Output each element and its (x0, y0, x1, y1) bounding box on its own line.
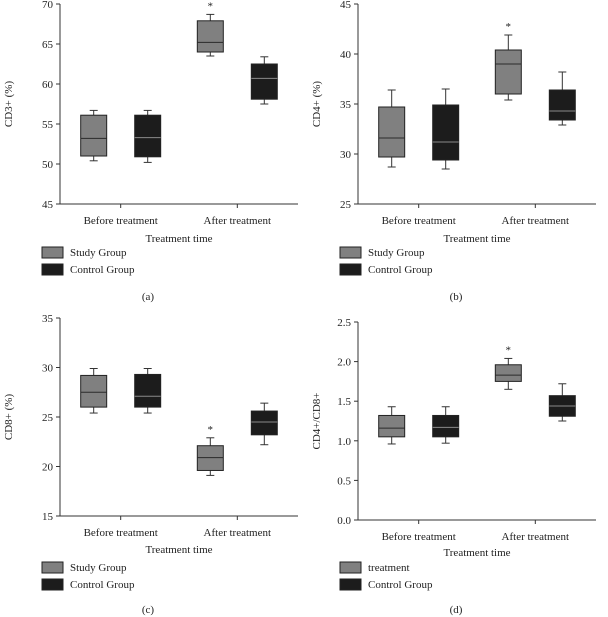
legend-swatch (41, 578, 64, 591)
legend-swatch (339, 561, 362, 574)
significance-star: * (506, 344, 512, 356)
box-control (548, 89, 576, 121)
y-tick-label: 25 (42, 412, 54, 424)
x-tick-label: After treatment (502, 531, 570, 543)
box-study (378, 106, 406, 158)
legend-label: Control Group (368, 264, 433, 276)
y-tick-label: 70 (42, 0, 54, 11)
box-study (494, 364, 522, 382)
significance-star: * (208, 0, 214, 12)
y-tick-label: 55 (42, 119, 54, 131)
legend-swatch (41, 561, 64, 574)
y-tick-label: 60 (42, 79, 54, 91)
legend-label: Control Group (70, 264, 135, 276)
x-tick-label: After treatment (204, 215, 272, 227)
y-tick-label: 40 (340, 49, 352, 61)
box-control (134, 114, 162, 158)
chart-panel-c: 15 20 25 30 35 Before treatment After treatmen… (3, 313, 298, 616)
panel-label: (b) (450, 291, 463, 303)
box-control (250, 63, 278, 100)
legend-swatch (41, 263, 64, 276)
y-tick-label: 0.0 (337, 515, 351, 527)
box-study (494, 49, 522, 95)
legend-label: Control Group (368, 579, 433, 591)
y-tick-label: 30 (340, 149, 352, 161)
x-axis-label: Treatment time (443, 233, 510, 245)
panel-label: (c) (142, 604, 155, 616)
y-tick-label: 20 (42, 462, 54, 474)
legend-label: Study Group (70, 562, 127, 574)
panel-label: (a) (142, 291, 155, 303)
x-tick-label: Before treatment (382, 531, 456, 543)
y-tick-label: 35 (42, 313, 54, 325)
box-control (432, 104, 460, 161)
y-tick-label: 65 (42, 39, 54, 51)
legend-swatch (339, 263, 362, 276)
legend-label: Study Group (70, 247, 127, 259)
box-control (134, 373, 162, 408)
significance-star: * (208, 424, 214, 436)
chart-panel-b: 25 30 35 40 45 Before treatment After treatmen… (311, 0, 596, 303)
legend-swatch (339, 246, 362, 259)
y-tick-label: 45 (42, 199, 54, 211)
y-tick-label: 1.5 (337, 396, 351, 408)
y-tick-label: 35 (340, 99, 352, 111)
box-control (250, 410, 278, 436)
box-study (80, 374, 108, 408)
legend-label: Study Group (368, 247, 425, 259)
legend-label: treatment (368, 562, 410, 574)
box-study (378, 414, 406, 438)
x-tick-label: Before treatment (382, 215, 456, 227)
x-tick-label: After treatment (204, 527, 272, 539)
legend-label: Control Group (70, 579, 135, 591)
x-tick-label: Before treatment (84, 527, 158, 539)
x-tick-label: After treatment (502, 215, 570, 227)
legend-swatch (339, 578, 362, 591)
box-study (80, 114, 108, 157)
y-axis-label: CD3+ (%) (3, 81, 15, 128)
y-tick-label: 30 (42, 363, 54, 375)
chart-panel-a: 45 50 55 60 65 70 Before treatment After treatm… (3, 0, 298, 303)
y-tick-label: 50 (42, 159, 54, 171)
y-tick-label: 2.5 (337, 317, 351, 329)
x-axis-label: Treatment time (443, 547, 510, 559)
box-control (432, 414, 460, 438)
significance-star: * (506, 21, 512, 33)
y-tick-label: 15 (42, 511, 54, 523)
y-axis-label: CD4+/CD8+ (311, 392, 323, 449)
x-axis-label: Treatment time (145, 233, 212, 245)
y-tick-label: 0.5 (337, 475, 351, 487)
y-axis-label: CD8+ (%) (3, 394, 15, 441)
legend-swatch (41, 246, 64, 259)
y-tick-label: 2.0 (337, 357, 351, 369)
y-axis-label: CD4+ (%) (311, 81, 323, 128)
panel-label: (d) (450, 604, 463, 616)
y-tick-label: 25 (340, 199, 352, 211)
chart-panel-d: 0.0 0.5 1.0 1.5 2.0 2.5 Before treatment After … (311, 317, 596, 616)
box-study (196, 20, 224, 53)
y-tick-label: 1.0 (337, 436, 351, 448)
x-tick-label: Before treatment (84, 215, 158, 227)
x-axis-label: Treatment time (145, 544, 212, 556)
y-tick-label: 45 (340, 0, 352, 11)
